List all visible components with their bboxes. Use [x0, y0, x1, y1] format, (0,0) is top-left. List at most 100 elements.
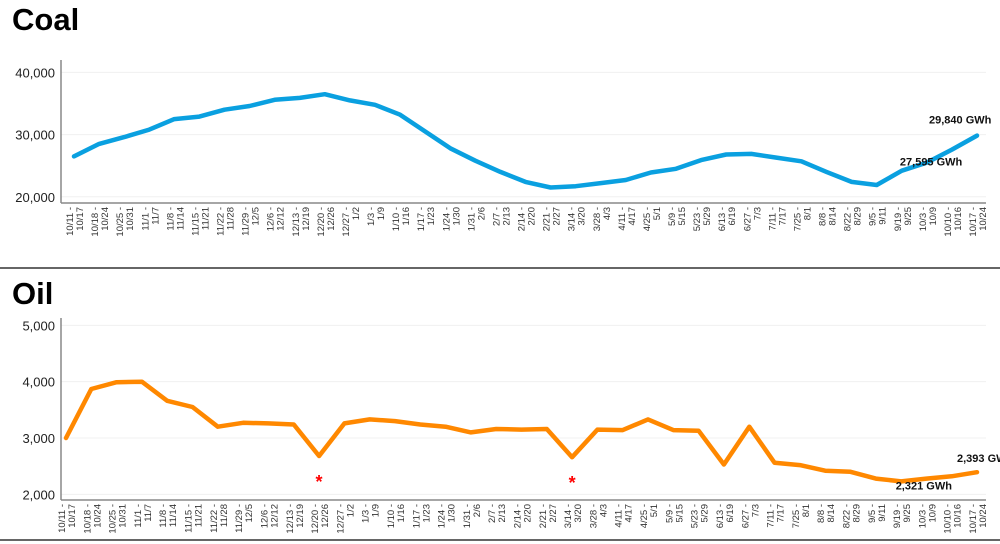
coal-data-point	[674, 167, 678, 171]
coal-y-tick-label: 30,000	[15, 128, 55, 143]
oil-x-tick-label-line: 2/14 -	[513, 504, 524, 528]
oil-x-tick-label: 5/23 -5/29	[690, 504, 711, 528]
coal-data-point	[273, 98, 277, 102]
oil-data-point	[874, 477, 878, 481]
oil-data-point	[671, 428, 675, 432]
coal-x-tick-label-line: 2/27	[552, 207, 563, 226]
oil-x-tick-label: 10/18 -10/24	[82, 504, 103, 534]
coal-y-tick-label: 20,000	[15, 190, 55, 205]
oil-x-tick-label-line: 9/5 -	[867, 504, 878, 523]
coal-x-tick-label-line: 10/25 -	[115, 207, 126, 237]
oil-x-tick-label: 8/8 -8/14	[816, 504, 837, 523]
oil-x-tick-label: 12/27 -1/2	[335, 504, 356, 534]
oil-x-tick-label: 10/17 -10/24	[968, 504, 989, 534]
oil-x-tick-label-line: 2/21 -	[538, 504, 549, 528]
oil-x-tick-label-line: 12/20 -	[310, 504, 321, 534]
coal-data-point	[524, 180, 527, 184]
oil-data-point	[216, 425, 220, 429]
coal-x-tick-label: 5/23 -5/29	[692, 207, 713, 231]
oil-x-tick-label-line: 5/29	[700, 504, 711, 523]
oil-data-point	[595, 428, 599, 432]
coal-x-tick-label-line: 1/24 -	[441, 207, 452, 231]
coal-x-tick-label-line: 9/11	[878, 207, 889, 225]
oil-x-tick-label: 3/28 -4/3	[588, 504, 609, 528]
coal-x-tick-label-line: 4/17	[627, 207, 638, 226]
coal-x-tick-label: 2/14 -2/20	[517, 207, 538, 231]
coal-x-tick-label: 10/10 -10/16	[943, 207, 964, 237]
oil-x-tick-label-line: 2/6	[472, 504, 483, 517]
oil-x-tick-label-line: 11/22 -	[209, 504, 220, 533]
coal-data-point	[624, 178, 628, 182]
oil-y-tick-label: 5,000	[22, 318, 55, 333]
coal-x-tick-label-line: 1/9	[376, 207, 387, 220]
coal-x-tick-label: 1/31 -2/6	[466, 207, 487, 231]
oil-x-tick-label: 9/5 -9/11	[867, 504, 888, 523]
oil-x-tick-label-line: 1/10 -	[386, 504, 397, 528]
coal-x-tick-label: 4/11 -4/17	[617, 207, 638, 231]
coal-data-point	[498, 170, 502, 174]
coal-data-point	[950, 148, 954, 152]
oil-x-tick-label-line: 5/15	[674, 504, 685, 523]
oil-x-tick-label-line: 11/8 -	[158, 504, 169, 528]
coal-x-tick-label-line: 12/27 -	[341, 207, 352, 237]
coal-x-tick-label: 12/6 -12/12	[266, 207, 287, 231]
oil-x-tick-label-line: 1/3 -	[361, 504, 372, 523]
oil-x-tick-label-line: 2/13	[497, 504, 508, 523]
oil-x-tick-label-line: 9/11	[877, 504, 888, 522]
oil-x-tick-label-line: 10/17	[67, 504, 78, 528]
oil-data-point	[520, 428, 523, 432]
coal-series-line	[71, 91, 980, 190]
coal-x-tick-label-line: 11/15 -	[190, 207, 201, 236]
oil-data-point	[570, 455, 574, 459]
coal-x-tick-label-line: 4/11 -	[617, 207, 628, 231]
coal-x-tick-label-line: 10/11 -	[65, 207, 76, 236]
oil-x-tick-label: 4/11 -4/17	[614, 504, 635, 528]
coal-x-tick-label-line: 10/9	[928, 207, 939, 226]
oil-x-tick-label-line: 4/11 -	[614, 504, 625, 528]
coal-value-annotation: 27,595 GWh	[900, 157, 963, 169]
oil-x-tick-label-line: 10/18 -	[82, 504, 93, 534]
coal-x-tick-label-line: 4/3	[602, 207, 613, 220]
oil-x-tick-label: 11/1 -11/7	[133, 504, 154, 528]
oil-data-point	[924, 477, 928, 481]
oil-x-tick-label: 6/27 -7/3	[740, 504, 761, 528]
coal-data-point	[925, 161, 929, 165]
oil-x-tick-label: 3/14 -3/20	[563, 504, 584, 528]
oil-data-point	[722, 463, 726, 467]
oil-data-point	[418, 422, 422, 426]
coal-x-tick-label: 12/27 -1/2	[341, 207, 362, 237]
oil-y-tick-label: 4,000	[22, 375, 55, 390]
coal-x-tick-label-line: 5/29	[702, 207, 713, 226]
coal-x-tick-label: 1/24 -1/30	[441, 207, 462, 231]
coal-x-tick-label-line: 9/19 -	[893, 207, 904, 231]
oil-x-tick-label-line: 10/31	[118, 504, 129, 528]
oil-x-tick-label-line: 7/3	[750, 504, 761, 517]
coal-x-tick-label: 7/25 -8/1	[792, 207, 813, 231]
coal-x-tick-label-line: 12/19	[301, 207, 312, 231]
coal-x-tick-label-line: 12/12	[276, 207, 287, 231]
oil-x-tick-label-line: 12/5	[244, 504, 255, 523]
coal-x-tick-label-line: 8/22 -	[843, 207, 854, 231]
coal-x-tick-label-line: 10/16	[953, 207, 964, 231]
coal-x-tick-label: 10/18 -10/24	[90, 207, 111, 237]
coal-data-point	[72, 154, 76, 158]
coal-x-tick-label-line: 6/19	[727, 207, 738, 226]
oil-x-tick-label: 8/22 -8/29	[841, 504, 862, 528]
coal-data-point	[147, 128, 151, 132]
coal-x-tick-label: 4/25 -5/1	[642, 207, 663, 231]
oil-x-tick-label-line: 3/20	[573, 504, 584, 523]
oil-x-tick-label-line: 12/27 -	[335, 504, 346, 534]
coal-x-tick-label-line: 5/23 -	[692, 207, 703, 231]
oil-x-tick-label-line: 1/30	[447, 504, 458, 523]
coal-x-tick-label-line: 11/7	[150, 207, 161, 225]
oil-x-tick-label-line: 12/19	[295, 504, 306, 528]
oil-data-point	[469, 430, 473, 434]
oil-x-tick-label: 11/29 -12/5	[234, 504, 255, 533]
oil-x-tick-label-line: 8/1	[801, 504, 812, 517]
oil-x-tick-label-line: 2/20	[523, 504, 534, 523]
coal-x-tick-label-line: 11/1 -	[140, 207, 151, 231]
oil-x-tick-label: 11/15 -11/21	[184, 504, 205, 533]
coal-x-tick-label: 9/5 -9/11	[868, 207, 889, 226]
oil-x-tick-label-line: 8/8 -	[816, 504, 827, 523]
oil-x-tick-label-line: 1/24 -	[437, 504, 448, 528]
